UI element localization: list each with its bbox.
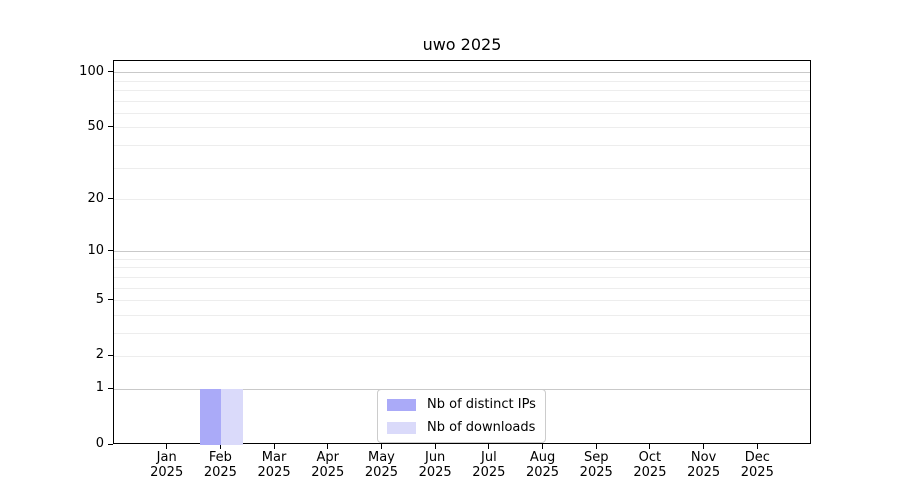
x-tick-mark: [488, 444, 490, 449]
plot-area: [113, 60, 811, 445]
x-tick-label: Sep 2025: [579, 450, 613, 480]
x-tick-mark: [219, 444, 221, 449]
y-tick-label: 0: [95, 436, 104, 451]
gridline-minor: [114, 300, 810, 302]
y-tick-label: 5: [95, 291, 104, 307]
gridline-minor: [114, 127, 810, 129]
y-tick-label: 10: [87, 242, 104, 258]
gridline-minor: [114, 287, 810, 289]
x-tick-label: Mar 2025: [257, 450, 291, 480]
x-tick-label: May 2025: [364, 450, 398, 480]
x-tick-mark: [703, 444, 705, 449]
x-tick-mark: [380, 444, 382, 449]
y-tick-label: 50: [87, 118, 104, 134]
y-tick-mark: [108, 387, 113, 389]
gridline-minor: [114, 332, 810, 334]
legend-entry-distinct-ips: Nb of distinct IPs: [387, 397, 536, 412]
y-tick-mark: [108, 250, 113, 252]
gridline-major: [114, 251, 810, 253]
legend-swatch-distinct-ips: [387, 398, 416, 411]
x-tick-mark: [649, 444, 651, 449]
x-tick-mark: [756, 444, 758, 449]
legend-swatch-downloads: [387, 421, 416, 434]
y-tick-mark: [108, 354, 113, 356]
gridline-minor: [114, 199, 810, 200]
x-tick-label: Jul 2025: [472, 450, 506, 480]
y-tick-label: 2: [95, 347, 104, 363]
y-tick-label: 1: [95, 380, 104, 396]
chart-title: uwo 2025: [422, 35, 502, 54]
x-tick-mark: [542, 444, 544, 449]
y-tick-mark: [108, 299, 113, 301]
x-tick-mark: [434, 444, 436, 449]
legend-label-downloads: Nb of downloads: [427, 420, 536, 435]
gridline-major: [114, 72, 810, 74]
x-tick-mark: [273, 444, 275, 449]
x-tick-label: Feb 2025: [203, 450, 237, 480]
legend: Nb of distinct IPs Nb of downloads: [377, 389, 546, 443]
x-tick-label: Nov 2025: [687, 450, 721, 480]
legend-label-distinct-ips: Nb of distinct IPs: [427, 397, 536, 412]
gridline-minor: [114, 167, 810, 169]
gridline-minor: [114, 267, 810, 269]
gridline-minor: [114, 258, 810, 260]
gridline-minor: [114, 113, 810, 115]
gridline-minor: [114, 90, 810, 92]
x-tick-label: Apr 2025: [311, 450, 345, 480]
gridline-major: [114, 388, 810, 390]
x-tick-label: Jun 2025: [418, 450, 452, 480]
x-tick-mark: [595, 444, 597, 449]
x-tick-label: Oct 2025: [633, 450, 667, 480]
x-tick-label: Aug 2025: [525, 450, 560, 480]
y-tick-label: 20: [87, 190, 104, 206]
legend-entry-downloads: Nb of downloads: [387, 420, 536, 435]
gridline-minor: [114, 80, 810, 82]
gridline-minor: [114, 145, 810, 147]
gridline-minor: [114, 100, 810, 102]
gridline-minor: [114, 314, 810, 316]
gridline-minor: [114, 355, 810, 357]
x-tick-mark: [327, 444, 329, 449]
x-tick-label: Dec 2025: [740, 450, 774, 480]
y-tick-label: 100: [79, 63, 104, 79]
x-tick-label: Jan 2025: [150, 450, 184, 480]
y-tick-mark: [108, 198, 113, 199]
gridline-minor: [114, 276, 810, 278]
y-tick-mark: [108, 126, 113, 128]
bar-downloads: [221, 389, 243, 445]
x-tick-mark: [166, 444, 168, 449]
y-tick-mark: [108, 443, 113, 445]
bar-distinct-ips: [199, 389, 222, 445]
y-tick-mark: [108, 71, 113, 73]
